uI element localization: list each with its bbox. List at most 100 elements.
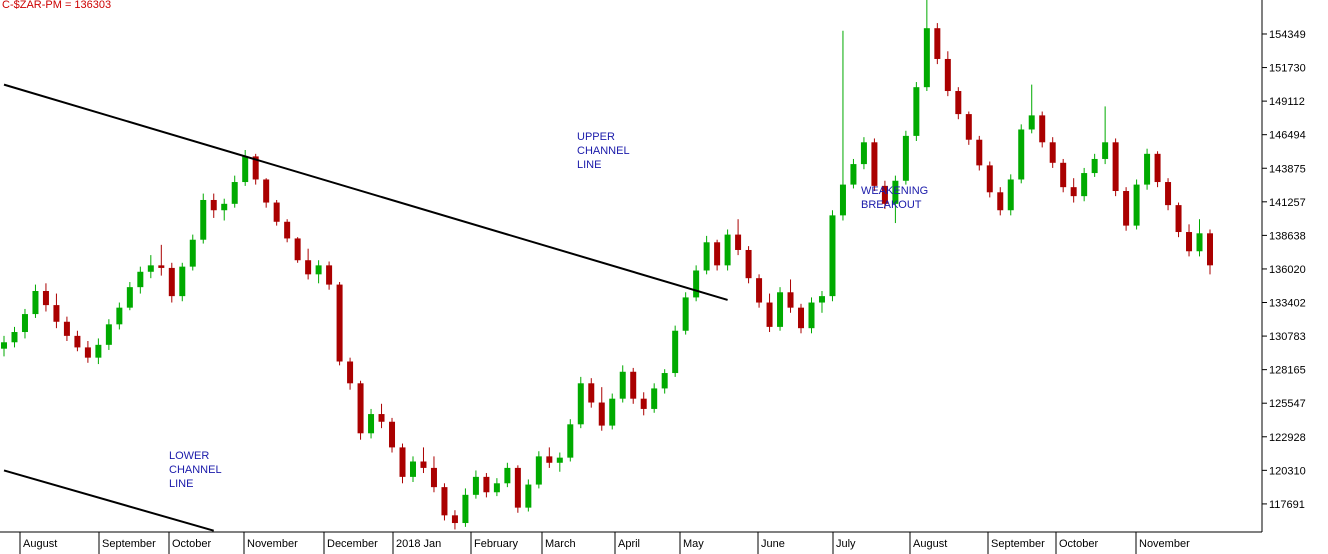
candle <box>472 470 479 499</box>
candle <box>1007 174 1014 216</box>
candle-body <box>105 324 112 345</box>
candle <box>32 284 39 318</box>
candle-body <box>347 361 354 384</box>
candle-body <box>84 347 91 358</box>
candle <box>651 383 658 413</box>
candle-body <box>284 221 291 239</box>
candle-body <box>21 314 28 333</box>
candle-body <box>294 238 301 261</box>
candle <box>326 261 333 290</box>
y-tick-label: 154349 <box>1269 29 1306 41</box>
candle <box>147 255 154 279</box>
candle-body <box>682 297 689 331</box>
y-tick-label: 120310 <box>1269 465 1306 477</box>
y-tick-label: 128165 <box>1269 365 1306 377</box>
candle-body <box>63 321 70 336</box>
x-axis: August September October November December 20… <box>19 532 1190 554</box>
x-tick-label: November <box>247 538 298 550</box>
candle <box>462 488 469 527</box>
y-tick-label: 138638 <box>1269 230 1306 242</box>
candle <box>745 246 752 284</box>
candle-body <box>1 342 7 349</box>
candle-body <box>252 156 259 180</box>
candle-body <box>1123 191 1130 226</box>
candle-body <box>609 398 616 426</box>
y-tick-label: 151730 <box>1269 63 1306 75</box>
candle-body <box>1186 232 1193 252</box>
candle-body <box>556 457 563 463</box>
candle-body <box>1144 153 1151 185</box>
candle-body <box>399 447 406 477</box>
candle <box>839 30 846 221</box>
candle-body <box>651 388 658 409</box>
candle <box>399 443 406 484</box>
candle-body <box>976 139 983 166</box>
candle-body <box>242 156 249 183</box>
candle <box>200 193 207 244</box>
candle <box>1186 224 1193 257</box>
candle <box>1060 158 1067 193</box>
annotation-line: CHANNEL <box>577 145 630 157</box>
candle <box>273 199 280 226</box>
candle-body <box>1028 115 1035 130</box>
candle <box>577 376 584 429</box>
candle <box>504 462 511 488</box>
x-tick-label: August <box>23 538 57 550</box>
candle-body <box>703 242 710 271</box>
y-axis: 117691 120310 122928 125547 128165 130783 1334… <box>1262 29 1306 511</box>
x-tick-label: October <box>172 538 211 550</box>
candle <box>1102 106 1109 165</box>
x-tick-label: September <box>991 538 1045 550</box>
candle-body <box>462 494 469 524</box>
candle-body <box>1175 205 1182 233</box>
candle <box>871 138 878 192</box>
candle <box>1175 202 1182 238</box>
candle-body <box>640 398 647 409</box>
candle <box>378 403 385 429</box>
y-tick-label: 149112 <box>1269 96 1305 108</box>
candle-body <box>137 271 144 288</box>
candle <box>567 419 574 462</box>
x-tick-label: July <box>836 538 856 550</box>
candle <box>74 330 81 352</box>
candle <box>137 266 144 294</box>
candle <box>105 319 112 350</box>
candle-body <box>735 234 742 250</box>
candle <box>965 111 972 145</box>
candle-body <box>1102 142 1109 159</box>
candle-body <box>965 114 972 140</box>
candle <box>116 302 123 330</box>
candle-body <box>451 515 458 524</box>
candle-body <box>1018 129 1025 180</box>
candle <box>420 447 427 474</box>
candle-body <box>32 290 39 315</box>
candle <box>798 303 805 334</box>
candle-body <box>598 402 605 426</box>
candle-body <box>871 142 878 186</box>
candle <box>1207 229 1213 275</box>
candle-body <box>902 135 909 181</box>
candle <box>944 51 951 97</box>
candle <box>672 325 679 377</box>
candle-body <box>1207 233 1213 266</box>
candle-body <box>1091 158 1098 174</box>
candle <box>63 316 70 341</box>
candle-body <box>263 179 270 203</box>
candle-body <box>126 287 133 308</box>
candle-body <box>200 199 207 240</box>
candle-body <box>158 265 165 268</box>
candle-body <box>892 180 899 204</box>
candle <box>158 244 165 276</box>
x-tick-label: October <box>1059 538 1098 550</box>
candle <box>682 292 689 335</box>
x-tick-label: March <box>545 538 576 550</box>
candle <box>892 175 899 224</box>
annotations-layer: UPPER CHANNEL LINE LOWER CHANNEL LINE WEAKENIN… <box>169 131 928 490</box>
candle <box>231 175 238 208</box>
lower-annotation: LOWER CHANNEL LINE <box>169 450 222 490</box>
candle <box>934 23 941 65</box>
candle <box>1123 187 1130 231</box>
candle-body <box>693 270 700 298</box>
candle-body <box>378 414 385 422</box>
